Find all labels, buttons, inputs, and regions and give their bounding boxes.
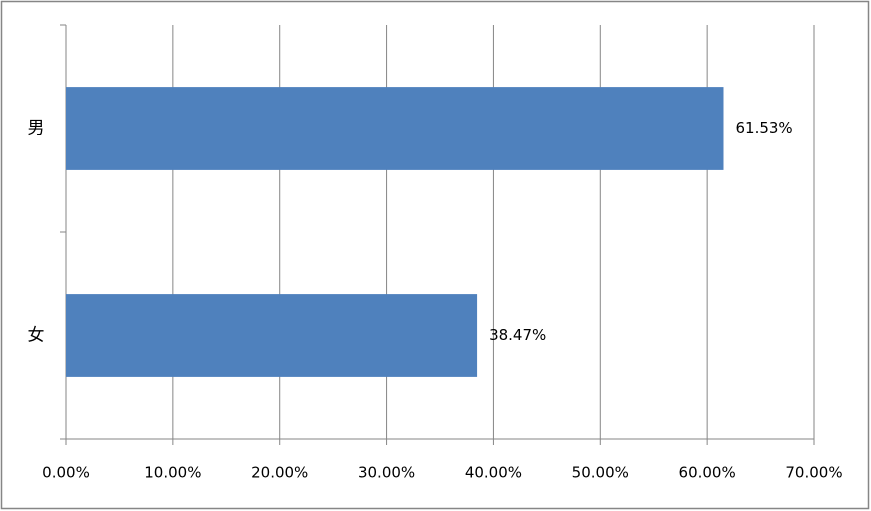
y-tick-label: 男 xyxy=(28,119,45,139)
bar xyxy=(66,294,478,377)
x-tick-label: 10.00% xyxy=(144,464,201,482)
x-tick-label: 30.00% xyxy=(358,464,415,482)
data-label: 61.53% xyxy=(735,119,792,137)
x-tick-label: 20.00% xyxy=(251,464,308,482)
x-tick-label: 60.00% xyxy=(679,464,736,482)
bar xyxy=(66,87,724,170)
x-tick-label: 0.00% xyxy=(42,464,90,482)
data-label: 38.47% xyxy=(489,326,546,344)
x-tick-label: 50.00% xyxy=(572,464,629,482)
x-tick-label: 70.00% xyxy=(785,464,842,482)
y-tick-label: 女 xyxy=(28,326,45,346)
x-tick-label: 40.00% xyxy=(465,464,522,482)
